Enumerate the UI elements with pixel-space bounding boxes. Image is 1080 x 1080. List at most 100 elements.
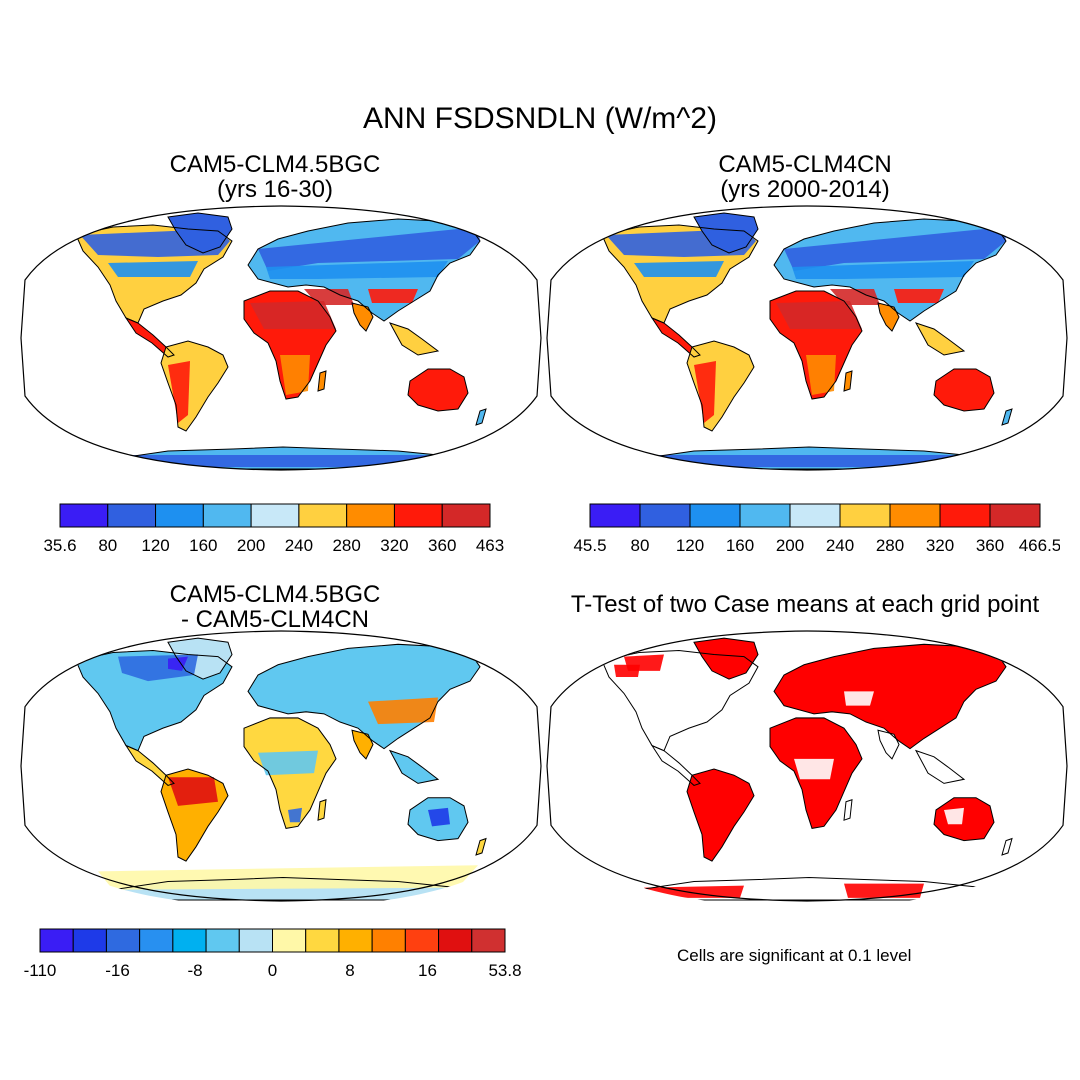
colorbar-3-label: 16	[418, 961, 437, 980]
coastline-africa-4	[769, 717, 863, 829]
landmass-namerica-4	[602, 650, 758, 751]
colorbar-3-swatch	[39, 928, 74, 953]
colorbar-2-swatch	[889, 503, 941, 528]
colorbar-1-label: 200	[237, 536, 265, 555]
panel-1-title-line2: (yrs 16-30)	[216, 176, 334, 204]
coastline-seasia-4	[914, 749, 966, 784]
coastline-australia-3	[407, 797, 469, 842]
colorbar-1-swatch	[250, 503, 300, 528]
panel-2-title: CAM5-CLM4CN (yrs 2000-2014)	[560, 151, 1050, 204]
coastline-india-2	[877, 302, 900, 332]
landmass-australia-2	[934, 369, 994, 411]
coastline-seasia-2	[914, 322, 966, 356]
field-patch-1	[280, 355, 310, 395]
colorbar-3-swatch	[305, 928, 340, 953]
coastline-india-1	[351, 302, 374, 332]
colorbar-2-label: 45.5	[573, 536, 606, 555]
field-patch-4	[614, 664, 640, 678]
landmass-australia-4	[934, 797, 994, 841]
field-patch-3	[258, 750, 318, 776]
field-patch-4	[794, 758, 834, 780]
colorbar-2-swatch	[639, 503, 691, 528]
colorbar-3-label: -16	[105, 961, 130, 980]
panel-2-title-line1: CAM5-CLM4CN	[718, 151, 892, 178]
landmass-camerica-4	[652, 745, 700, 786]
landmass-camerica-1	[126, 318, 174, 357]
panel-1-title-line1: CAM5-CLM4.5BGC	[169, 151, 381, 178]
field-patch-4	[644, 885, 744, 898]
landmass-camerica-2	[652, 318, 700, 357]
coastline-newzealand-2	[1001, 408, 1013, 426]
colorbar-1-label: 280	[332, 536, 360, 555]
colorbar-2-label: 320	[926, 536, 954, 555]
colorbar-panel-3: -110 -16 -8 0 8 16 53.8	[24, 928, 522, 980]
coastline-newzealand-4	[1001, 837, 1013, 856]
colorbar-1-swatch	[441, 503, 491, 528]
coastline-greenland-3	[167, 637, 233, 680]
field-patch-1	[304, 289, 354, 305]
colorbar-3-swatch	[404, 928, 440, 953]
field-patch-1	[128, 455, 448, 467]
main-title: ANN FSDSNDLN (W/m^2)	[362, 102, 718, 135]
landmass-samerica-4	[687, 769, 754, 862]
colorbar-2-label: 466.5	[1019, 536, 1060, 555]
coastline-seasia-1	[388, 322, 440, 356]
coastline-australia-2	[933, 368, 995, 412]
colorbar-2-swatch	[689, 503, 741, 528]
colorbar-1-label: 240	[285, 536, 313, 555]
colorbar-1-label: 320	[380, 536, 408, 555]
landmass-namerica-3	[76, 650, 232, 751]
colorbar-3-swatch	[338, 928, 373, 953]
landmass-newzealand-4	[1002, 838, 1012, 855]
coastline-namerica-4	[601, 649, 759, 752]
coastline-antarctica-4	[637, 876, 986, 901]
coastline-eurasia-2	[773, 218, 1007, 322]
coastline-samerica-2	[686, 340, 755, 432]
landmass-australia-1	[408, 369, 468, 411]
coastline-madagascar-3	[317, 799, 327, 821]
coastline-namerica-2	[601, 224, 759, 324]
landmass-seasia-2	[916, 323, 964, 355]
colorbar-2-swatch	[939, 503, 991, 528]
colorbar-3-swatch	[105, 928, 141, 953]
colorbar-2-swatch	[989, 503, 1041, 528]
panel-4-title: T-Test of two Case means at each grid po…	[545, 592, 1065, 617]
colorbar-3-swatch	[172, 928, 207, 953]
coastline-madagascar-2	[843, 370, 853, 392]
colorbar-3-swatch	[471, 928, 506, 953]
panel-2-title-line2: (yrs 2000-2014)	[720, 176, 890, 204]
coastline-camerica-4	[650, 744, 701, 787]
colorbar-2-swatch	[839, 503, 891, 528]
field-patch-1	[168, 361, 190, 423]
field-patch-3	[308, 689, 362, 708]
colorbar-panel-2: 45.5 80 120 160 200 240 280 320 360 466.5	[573, 503, 1060, 555]
landmass-camerica-3	[126, 745, 174, 786]
colorbar-3-swatch	[438, 928, 473, 953]
field-patch-4	[944, 807, 964, 825]
field-patch-2	[694, 361, 716, 423]
field-patch-1	[80, 229, 230, 257]
map-border-4	[546, 630, 1068, 902]
landmass-newzealand-1	[476, 409, 486, 425]
coastline-samerica-4	[686, 768, 755, 862]
field-patch-1	[258, 227, 480, 271]
coastline-antarctica-2	[637, 446, 986, 470]
significance-note: Cells are significant at 0.1 level	[677, 946, 912, 965]
colorbar-1-swatch	[202, 503, 252, 528]
coastline-africa-3	[243, 717, 337, 829]
landmass-greenland-4	[694, 638, 758, 680]
field-patch-2	[776, 301, 862, 329]
coastline-india-3	[351, 729, 374, 760]
colorbar-3-swatch	[238, 928, 274, 953]
panel-1-title: CAM5-CLM4.5BGC (yrs 16-30)	[30, 151, 520, 204]
field-patch-3	[168, 777, 218, 806]
landmass-greenland-3	[168, 638, 232, 680]
field-patch-1	[368, 289, 418, 303]
colorbar-3-label: -110	[24, 961, 57, 980]
colorbar-2-label: 120	[676, 536, 704, 555]
field-patch-3	[428, 807, 450, 827]
panel-3-title-line2: - CAM5-CLM4CN	[180, 606, 369, 634]
coastline-namerica-1	[75, 224, 233, 324]
colorbar-1-label: 360	[428, 536, 456, 555]
field-patch-2	[792, 261, 974, 279]
